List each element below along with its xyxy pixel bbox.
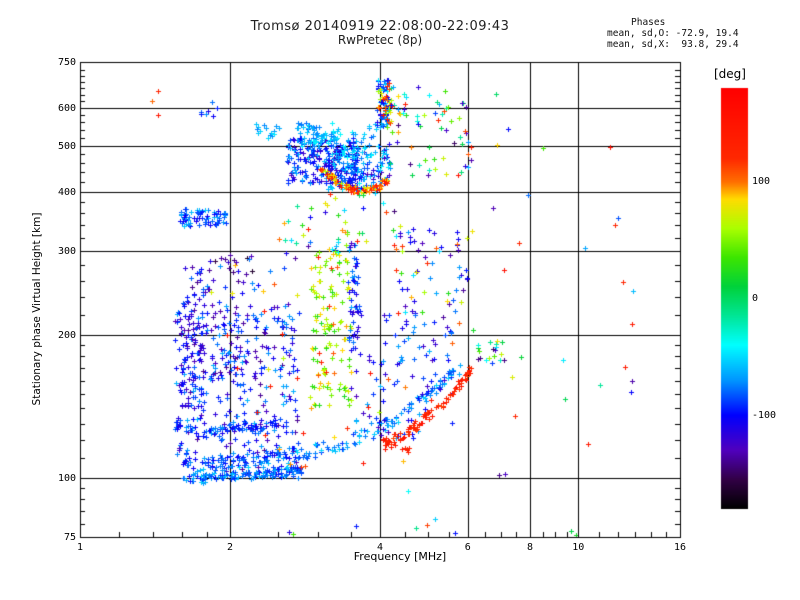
x-axis-title: Frequency [MHz] [353,550,447,563]
x-tick-label-1: 1 [76,542,84,553]
plot-title: Tromsø 20140919 22:08:00-22:09:43 [250,19,510,34]
colorbar-tick-label-0: 0 [752,293,759,304]
y-tick-label-500: 500 [57,140,76,152]
y-tick-label-400: 400 [57,186,76,198]
y-tick-label-750: 750 [57,57,76,68]
x-tick-label-8: 8 [526,542,534,553]
y-axis-title: Stationary phase Virtual Height [km] [31,212,43,406]
phases-heading: Phases [631,17,666,28]
y-tick-label-600: 600 [57,103,76,115]
phases-x-stats: mean, sd,X: 93.8, 29.4 [607,39,739,50]
x-tick-label-10: 10 [572,542,585,553]
y-tick-label-200: 200 [57,329,76,341]
colorbar-tick-label--100: -100 [752,409,777,421]
x-tick-label-6: 6 [464,542,471,553]
colorbar-tick-label-100: 100 [752,176,771,188]
x-tick-label-2: 2 [226,542,234,553]
phases-o-stats: mean, sd,O: -72.9, 19.4 [607,28,739,39]
colorbar-unit-label: [deg] [714,67,746,81]
x-tick-label-4: 4 [376,542,384,553]
y-tick-label-75: 75 [63,532,76,543]
y-tick-label-100: 100 [57,472,76,484]
plot-subtitle: RwPretec (8p) [337,33,423,47]
y-tick-label-300: 300 [57,246,76,258]
x-tick-label-16: 16 [673,542,687,553]
